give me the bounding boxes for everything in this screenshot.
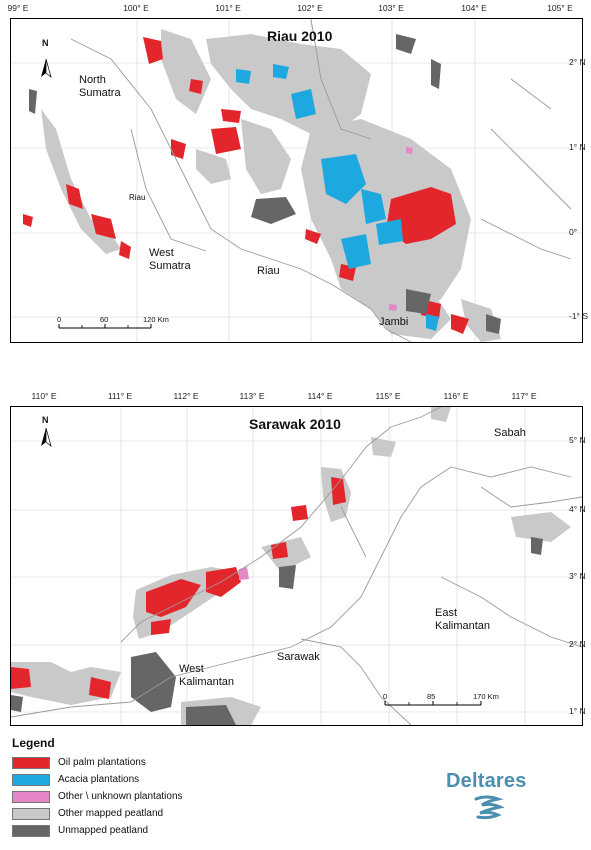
sarawak-lon-label: 115° E bbox=[375, 391, 401, 401]
legend-item-oil-palm: Oil palm plantations bbox=[12, 754, 312, 771]
sarawak-scale-label-0: 0 bbox=[383, 692, 388, 701]
riau-acacia bbox=[236, 64, 439, 331]
sarawak-lon-label: 114° E bbox=[307, 391, 333, 401]
sarawak-lon-label: 113° E bbox=[239, 391, 265, 401]
riau-lon-label: 102° E bbox=[297, 3, 323, 13]
legend-swatch bbox=[12, 824, 50, 837]
riau-lon-label: 104° E bbox=[461, 3, 487, 13]
legend-item-other-plantations: Other \ unknown plantations bbox=[12, 788, 312, 805]
sarawak-north-label: N bbox=[42, 415, 49, 425]
place-west-kalimantan: West Kalimantan bbox=[179, 663, 235, 688]
place-jambi: Jambi bbox=[379, 316, 409, 328]
sarawak-lon-label: 117° E bbox=[511, 391, 537, 401]
legend-label: Acacia plantations bbox=[58, 774, 140, 785]
legend-swatch bbox=[12, 756, 50, 769]
riau-scale-bar bbox=[58, 324, 152, 329]
sarawak-lon-label: 116° E bbox=[443, 391, 469, 401]
riau-map-title: Riau 2010 bbox=[267, 28, 333, 44]
riau-scale-label-2: 120 Km bbox=[143, 315, 169, 324]
riau-map-graphic bbox=[11, 19, 582, 342]
riau-lat-label: 2° N bbox=[569, 57, 586, 67]
sarawak-lon-label: 112° E bbox=[173, 391, 199, 401]
sarawak-coastline bbox=[120, 407, 442, 643]
sarawak-other-plantations bbox=[239, 567, 249, 580]
place-riau-small: Riau bbox=[129, 193, 146, 202]
place-sarawak: Sarawak bbox=[277, 651, 320, 663]
sarawak-scale-label-2: 170 Km bbox=[473, 692, 499, 701]
sarawak-lat-label: 4° N bbox=[569, 504, 586, 514]
riau-scale-label-1: 60 bbox=[100, 315, 109, 324]
sarawak-boundaries bbox=[11, 466, 582, 725]
sarawak-map-title: Sarawak 2010 bbox=[249, 416, 341, 432]
sarawak-lon-label: 110° E bbox=[31, 391, 57, 401]
sarawak-lat-label: 1° N bbox=[569, 706, 586, 716]
riau-lon-label: 105° E bbox=[547, 3, 573, 13]
riau-unmapped-peatland bbox=[29, 34, 501, 334]
sarawak-scale-bar bbox=[384, 701, 482, 706]
riau-lat-label: 0° bbox=[569, 227, 578, 237]
sarawak-north-arrow bbox=[41, 427, 52, 447]
riau-lat-label: 1° N bbox=[569, 142, 586, 152]
sarawak-lat-label: 5° N bbox=[569, 435, 586, 445]
place-east-kalimantan: East Kalimantan bbox=[435, 607, 491, 632]
legend-item-unmapped-peatland: Unmapped peatland bbox=[12, 822, 312, 839]
sarawak-lat-label: 2° N bbox=[569, 639, 586, 649]
riau-province-boundaries bbox=[70, 19, 572, 342]
sarawak-unmapped-peatland bbox=[11, 537, 543, 725]
place-north-sumatra: North Sumatra bbox=[79, 74, 121, 99]
legend-label: Unmapped peatland bbox=[58, 825, 149, 836]
sarawak-map: Sarawak 2010 N Sabah East Kalimantan Sara… bbox=[10, 406, 583, 726]
deltares-logo: Deltares bbox=[446, 770, 546, 820]
legend: Legend Oil palm plantations Acacia plant… bbox=[12, 736, 312, 839]
logo-text: Deltares bbox=[446, 770, 527, 792]
legend-swatch bbox=[12, 773, 50, 786]
legend-title: Legend bbox=[12, 736, 55, 750]
legend-item-other-peatland: Other mapped peatland bbox=[12, 805, 312, 822]
sarawak-map-graphic bbox=[11, 407, 582, 725]
sarawak-scale-label-1: 85 bbox=[427, 692, 436, 701]
riau-lon-label: 100° E bbox=[123, 3, 149, 13]
sarawak-lon-label: 111° E bbox=[107, 391, 133, 401]
legend-label: Other mapped peatland bbox=[58, 808, 164, 819]
place-riau: Riau bbox=[257, 265, 280, 277]
place-sabah: Sabah bbox=[494, 427, 526, 439]
riau-other-plantations bbox=[389, 147, 413, 311]
riau-lon-label: 103° E bbox=[378, 3, 404, 13]
legend-label: Oil palm plantations bbox=[58, 757, 146, 768]
sarawak-lat-label: 3° N bbox=[569, 571, 586, 581]
riau-north-label: N bbox=[42, 38, 49, 48]
riau-oil-palm bbox=[23, 37, 469, 334]
riau-lon-label: 99° E bbox=[7, 3, 29, 13]
legend-label: Other \ unknown plantations bbox=[58, 791, 183, 802]
legend-swatch bbox=[12, 790, 50, 803]
riau-lon-label: 101° E bbox=[215, 3, 241, 13]
riau-scale-label-0: 0 bbox=[57, 315, 62, 324]
riau-lat-label: -1° S bbox=[569, 311, 588, 321]
riau-north-arrow bbox=[41, 58, 52, 78]
legend-item-acacia: Acacia plantations bbox=[12, 771, 312, 788]
riau-map: Riau 2010 N North Sumatra Riau West Sumatr… bbox=[10, 18, 583, 343]
place-west-sumatra: West Sumatra bbox=[149, 247, 191, 272]
wave-icon bbox=[474, 795, 505, 820]
legend-swatch bbox=[12, 807, 50, 820]
